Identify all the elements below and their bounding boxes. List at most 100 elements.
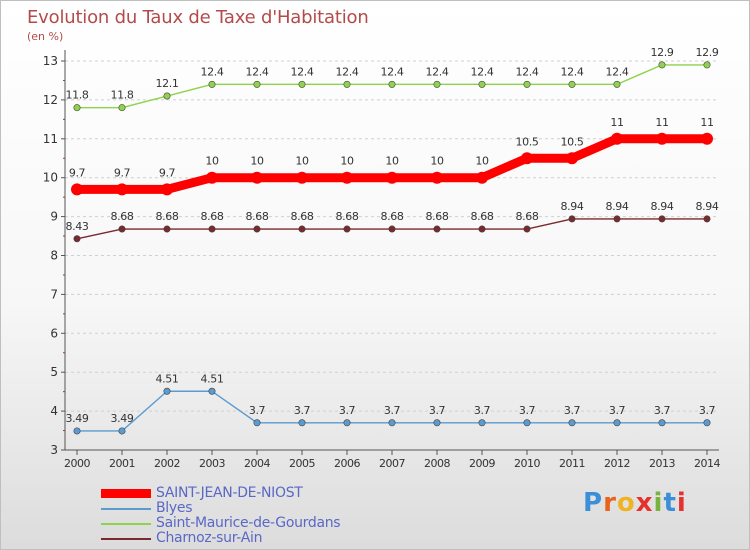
y-tick-label: 7	[50, 287, 58, 301]
data-point	[298, 419, 306, 427]
data-point	[73, 104, 81, 112]
x-tick-label: 2002	[154, 457, 180, 470]
data-point	[613, 80, 621, 88]
proxiti-logo: Proxiti	[583, 488, 687, 518]
data-label: 12.1	[156, 77, 179, 90]
data-point	[566, 152, 578, 165]
y-tick-label: 11	[43, 132, 58, 146]
data-point	[163, 225, 171, 233]
data-point	[73, 235, 81, 243]
data-label: 12.4	[381, 65, 404, 78]
data-point	[658, 61, 666, 69]
line-chart: 3 4 5 6 7 8 9 10 11 12 13 2000 2001 2002 2003 2004 2005 2…	[43, 46, 721, 470]
data-label: 8.68	[471, 210, 494, 223]
data-label: 12.4	[426, 65, 449, 78]
data-point	[71, 183, 83, 196]
data-label: 10.5	[561, 135, 584, 148]
data-label: 8.94	[606, 200, 629, 213]
data-label: 9.7	[114, 166, 131, 179]
legend-label: SAINT-JEAN-DE-NIOST	[156, 485, 303, 501]
data-point	[343, 80, 351, 88]
y-tick-label: 5	[50, 365, 58, 379]
data-label: 12.4	[561, 65, 584, 78]
x-tick-label: 2011	[559, 457, 585, 470]
data-label: 3.7	[609, 404, 626, 417]
data-point	[298, 80, 306, 88]
data-point	[208, 80, 216, 88]
data-point	[703, 61, 711, 69]
data-label: 12.4	[201, 65, 224, 78]
x-tick-label: 2004	[244, 457, 270, 470]
data-point	[388, 80, 396, 88]
data-label: 10	[385, 155, 399, 168]
data-label: 8.94	[651, 200, 674, 213]
data-label: 8.68	[156, 210, 179, 223]
legend-label: Blyes	[156, 500, 193, 516]
y-tick-label: 13	[43, 54, 58, 68]
legend-swatch	[101, 523, 151, 525]
data-point	[701, 132, 713, 145]
data-point	[386, 171, 398, 184]
data-label: 8.68	[246, 210, 269, 223]
data-point	[253, 80, 261, 88]
data-label: 3.7	[654, 404, 671, 417]
data-point	[208, 387, 216, 395]
x-tick-label: 2001	[109, 457, 135, 470]
data-point	[521, 152, 533, 165]
legend-swatch	[101, 508, 151, 510]
data-label: 8.68	[426, 210, 449, 223]
data-label: 3.49	[111, 412, 134, 425]
data-point	[658, 419, 666, 427]
data-label: 3.7	[249, 404, 266, 417]
data-point	[523, 80, 531, 88]
data-point	[343, 419, 351, 427]
data-label: 3.7	[699, 404, 716, 417]
data-point	[163, 92, 171, 100]
x-tick-label: 2008	[424, 457, 450, 470]
x-tick-label: 2006	[334, 457, 360, 470]
y-tick-label: 3	[50, 443, 58, 457]
data-point	[161, 183, 173, 196]
data-point	[433, 419, 441, 427]
data-point	[523, 225, 531, 233]
x-tick-label: 2003	[199, 457, 225, 470]
x-tick-label: 2013	[649, 457, 675, 470]
chart-title: Evolution du Taux de Taxe d'Habitation	[27, 7, 369, 28]
data-label: 11	[700, 116, 713, 129]
legend-label: Charnoz-sur-Ain	[156, 530, 263, 546]
data-label: 4.51	[156, 372, 179, 385]
data-point	[206, 171, 218, 184]
data-label: 4.51	[201, 372, 224, 385]
data-point	[613, 419, 621, 427]
data-point	[118, 427, 126, 435]
y-tick-label: 6	[50, 326, 58, 340]
data-point	[253, 225, 261, 233]
data-point	[163, 387, 171, 395]
data-label: 10	[205, 155, 219, 168]
data-label: 3.7	[474, 404, 491, 417]
data-label: 3.7	[564, 404, 581, 417]
data-point	[253, 419, 261, 427]
data-point	[433, 225, 441, 233]
logo-letter: t	[663, 488, 677, 518]
data-point	[73, 427, 81, 435]
data-label: 10	[295, 155, 309, 168]
data-label: 3.7	[339, 404, 356, 417]
data-label: 12.4	[246, 65, 269, 78]
data-point	[118, 225, 126, 233]
legend-swatch	[101, 538, 151, 540]
data-label: 8.94	[561, 200, 584, 213]
data-label: 11.8	[111, 89, 134, 102]
x-tick-label: 2014	[694, 457, 720, 470]
data-point	[568, 215, 576, 223]
data-point	[478, 419, 486, 427]
data-point	[568, 419, 576, 427]
data-point	[296, 171, 308, 184]
data-label: 11	[610, 116, 623, 129]
data-label: 3.49	[66, 412, 89, 425]
data-point	[298, 225, 306, 233]
y-tick-label: 10	[43, 171, 58, 185]
logo-letter: r	[603, 488, 617, 518]
logo-letter: i	[653, 488, 664, 518]
logo-letter: i	[676, 488, 687, 518]
